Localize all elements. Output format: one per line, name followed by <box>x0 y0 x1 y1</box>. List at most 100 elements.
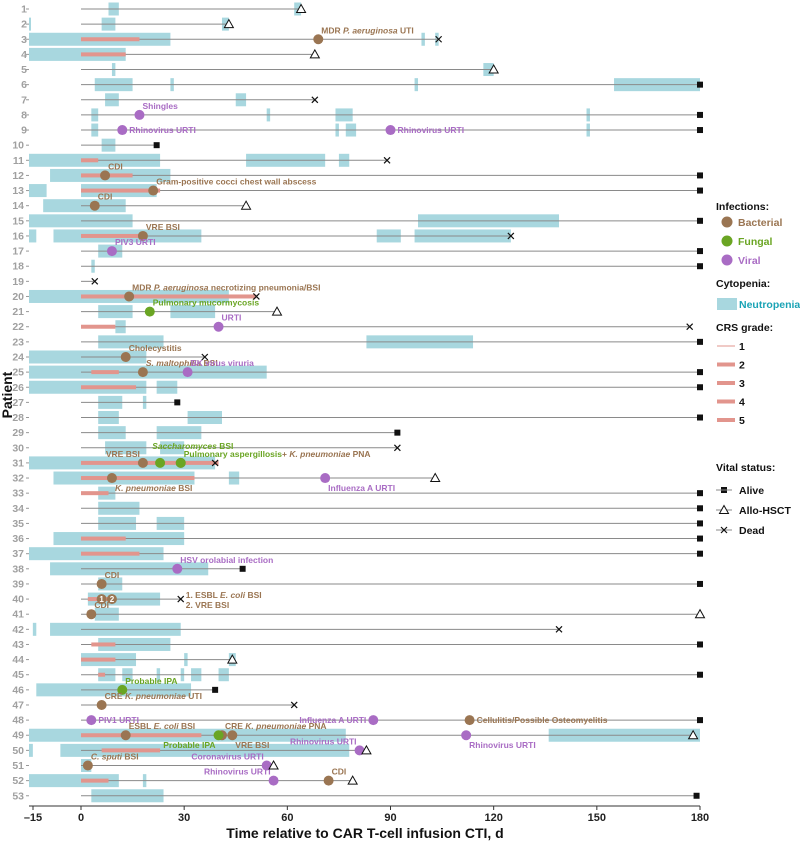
infection-label: Rhinovirus URTI <box>469 740 536 750</box>
crs-bar <box>98 672 106 677</box>
bacterial-infection-marker <box>96 699 107 710</box>
status-alive-marker <box>693 792 700 799</box>
status-alive-marker <box>697 81 703 88</box>
infection-label: ESBL E. coli BSI <box>129 721 195 731</box>
fungal-infection-marker <box>117 684 128 695</box>
status-alive-marker <box>239 565 246 572</box>
patient-label: 3 <box>21 34 27 46</box>
patient-label: 28 <box>12 412 24 424</box>
bacterial-infection-marker <box>137 457 148 468</box>
y-axis-title: Patient <box>0 371 15 418</box>
infection-label: PIV3 URTI <box>115 237 156 247</box>
patient-label: 48 <box>12 715 24 727</box>
viral-infection-marker <box>368 715 379 726</box>
bacterial-infection-marker <box>137 230 148 241</box>
status-alive-marker <box>697 535 703 542</box>
status-dead-marker <box>91 277 99 285</box>
patient-label: 18 <box>12 261 24 273</box>
patient-label: 49 <box>12 730 24 742</box>
status-dead-marker <box>383 156 391 164</box>
infection-label: Rhinovirus URTI <box>290 736 357 746</box>
dead-legend-label: Dead <box>739 525 765 537</box>
infection-label: CRE K. pneumoniae PNA <box>225 721 327 731</box>
status-allo-hsct-marker <box>223 18 235 29</box>
patient-label: 34 <box>12 503 24 515</box>
bacterial-infection-marker <box>86 609 97 620</box>
infection-label: K. pneumoniae BSI <box>115 483 192 493</box>
patient-label: 43 <box>12 639 24 651</box>
bacterial-infection-marker <box>120 351 131 362</box>
status-dead-marker <box>507 232 515 240</box>
bacterial-infection-marker <box>323 775 334 786</box>
patient-label: 33 <box>12 488 24 500</box>
patient-label: 45 <box>12 669 24 681</box>
crs-bar <box>81 476 195 481</box>
crs-bar <box>91 642 116 647</box>
patient-label: 36 <box>12 533 24 545</box>
patient-label: 1 <box>21 4 27 16</box>
status-alive-marker <box>174 399 181 406</box>
crs-bar <box>81 536 126 541</box>
x-tick-label: –15 <box>24 812 42 824</box>
bacterial-infection-marker <box>124 291 135 302</box>
infection-label: Gram-positive cocci chest wall abscess <box>156 177 316 187</box>
infection-label: + K. pneumoniae PNA <box>282 449 371 459</box>
infection-label: BK virus viruria <box>191 358 255 368</box>
status-allo-hsct-marker <box>226 654 238 664</box>
patient-label: 37 <box>12 548 24 560</box>
infection-label: VRE BSI <box>235 740 269 750</box>
viral-infection-marker <box>106 246 117 257</box>
viral-infection-marker <box>320 473 331 484</box>
status-alive-marker <box>697 338 703 345</box>
patient-label: 51 <box>12 760 24 772</box>
infection-label: CDI <box>332 767 347 777</box>
patient-label: 41 <box>12 609 24 621</box>
status-alive-marker <box>697 580 703 587</box>
neutropenia-legend-swatch <box>717 298 737 310</box>
infection-label: Coronavirus URTI <box>191 752 263 762</box>
infection-label: CDI <box>105 570 120 580</box>
patient-label: 25 <box>12 367 24 379</box>
crs-legend-swatch <box>717 381 735 385</box>
crs-bar <box>81 657 116 662</box>
status-dead-marker <box>555 625 563 633</box>
infection-label: 1. ESBL E. coli BSI <box>186 590 262 600</box>
bacterial-infection-marker <box>89 200 100 211</box>
status-dead-marker <box>311 96 319 104</box>
status-dead-marker <box>393 444 401 452</box>
x-tick-label: 90 <box>384 812 396 824</box>
patient-label: 14 <box>12 200 24 212</box>
patient-label: 24 <box>12 351 24 363</box>
status-allo-hsct-marker <box>309 48 321 59</box>
patient-label: 16 <box>12 230 24 242</box>
patient-label: 46 <box>12 684 24 696</box>
neutropenia-bar <box>29 17 31 31</box>
bacterial-legend-marker <box>721 216 733 228</box>
fungal-infection-marker <box>155 457 166 468</box>
neutropenia-bar <box>32 622 37 636</box>
bacterial-infection-marker <box>120 730 131 741</box>
infection-label: CDI <box>108 161 123 171</box>
infection-label: PIV1 URTI <box>98 715 139 725</box>
bacterial-infection-marker <box>106 473 117 484</box>
x-tick-label: 60 <box>281 812 293 824</box>
status-dead-marker <box>211 459 219 467</box>
x-tick-label: 120 <box>484 812 502 824</box>
patient-label: 31 <box>12 457 24 469</box>
status-alive-marker <box>697 127 703 134</box>
status-alive-marker <box>697 520 703 527</box>
viral-legend-marker <box>721 254 733 266</box>
neutropenia-bar <box>29 214 133 228</box>
patient-label: 11 <box>13 155 24 167</box>
infection-label: S. maltophilia BSI <box>146 358 218 368</box>
neutropenia-bar <box>29 743 33 757</box>
crs-legend-swatch <box>717 399 735 404</box>
x-tick-label: 0 <box>78 812 84 824</box>
viral-infection-marker <box>213 321 224 332</box>
legend-title: Cytopenia: <box>716 278 770 290</box>
crs-bar <box>81 733 202 738</box>
patient-label: 42 <box>12 624 24 636</box>
patient-label: 6 <box>21 79 27 91</box>
status-allo-hsct-marker <box>488 64 500 74</box>
